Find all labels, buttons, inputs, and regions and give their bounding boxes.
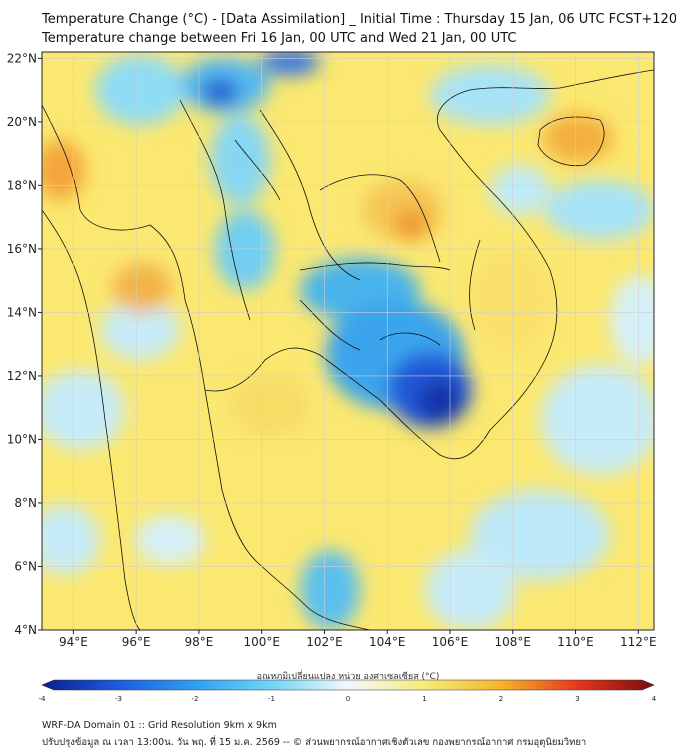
- lat-tick-label: 8°N: [14, 496, 37, 510]
- lat-tick-label: 4°N: [14, 623, 37, 637]
- colorbar-tick-label: 1: [422, 695, 426, 703]
- lat-tick-label: 10°N: [7, 432, 37, 446]
- lat-tick-label: 16°N: [7, 242, 37, 256]
- temperature-change-map: 94°E 96°E 98°E 100°E 102°E 104°E 106°E 108°E 110…: [7, 51, 657, 649]
- colorbar-tick-label: 4: [652, 695, 657, 703]
- lon-tick-label: 104°E: [369, 635, 406, 649]
- colorbar-tick-label: -3: [115, 695, 122, 703]
- lat-tick-label: 12°N: [7, 369, 37, 383]
- temperature-field: [42, 52, 654, 630]
- map-gridlines: [42, 52, 654, 630]
- title-line-2: Temperature change between Fri 16 Jan, 0…: [42, 31, 517, 46]
- lon-tick-label: 100°E: [243, 635, 280, 649]
- lat-tick-label: 22°N: [7, 51, 37, 65]
- footer-line-2: ปรับปรุงข้อมูล ณ เวลา 13:00น. วัน พฤ. ที…: [42, 737, 587, 748]
- footer-line-1: WRF-DA Domain 01 :: Grid Resolution 9km …: [42, 720, 277, 731]
- lon-tick-label: 108°E: [495, 635, 532, 649]
- map-frame: [41, 51, 655, 631]
- title-line-1: Temperature Change (°C) - [Data Assimila…: [42, 12, 676, 27]
- lon-tick-label: 98°E: [184, 635, 213, 649]
- longitude-axis: 94°E 96°E 98°E 100°E 102°E 104°E 106°E 108°E 110…: [59, 630, 657, 649]
- colorbar-ticks: -4 -3 -2 -1 0 1 2 3 4: [39, 695, 657, 703]
- lat-tick-label: 14°N: [7, 305, 37, 319]
- colorbar-tick-label: 0: [346, 695, 350, 703]
- colorbar-tick-label: -2: [192, 695, 199, 703]
- lon-tick-label: 106°E: [432, 635, 469, 649]
- colorbar-tick-label: 2: [499, 695, 503, 703]
- lat-tick-label: 18°N: [7, 178, 37, 192]
- coastlines-borders: [42, 69, 654, 630]
- latitude-axis: 22°N 20°N 18°N 16°N 14°N 12°N 10°N 8°N 6°N 4°N: [7, 51, 42, 637]
- lon-tick-label: 112°E: [620, 635, 657, 649]
- colorbar-label: อุณหภูมิเปลี่ยนแปลง หน่วย องศาเซลเซียส (…: [256, 672, 440, 682]
- lon-tick-label: 102°E: [306, 635, 343, 649]
- colorbar-tick-label: -4: [39, 695, 47, 703]
- colorbar-tick-label: -1: [268, 695, 275, 703]
- lat-tick-label: 6°N: [14, 559, 37, 573]
- colorbar-tick-label: 3: [575, 695, 579, 703]
- lon-tick-label: 94°E: [59, 635, 88, 649]
- lon-tick-label: 96°E: [122, 635, 151, 649]
- lat-tick-label: 20°N: [7, 115, 37, 129]
- lon-tick-label: 110°E: [557, 635, 594, 649]
